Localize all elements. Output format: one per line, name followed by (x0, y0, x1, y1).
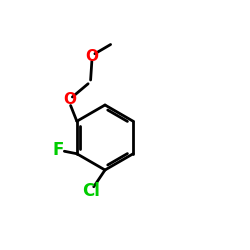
Text: O: O (63, 92, 76, 108)
Text: Cl: Cl (82, 182, 100, 200)
Text: F: F (52, 141, 64, 159)
Text: O: O (85, 49, 98, 64)
